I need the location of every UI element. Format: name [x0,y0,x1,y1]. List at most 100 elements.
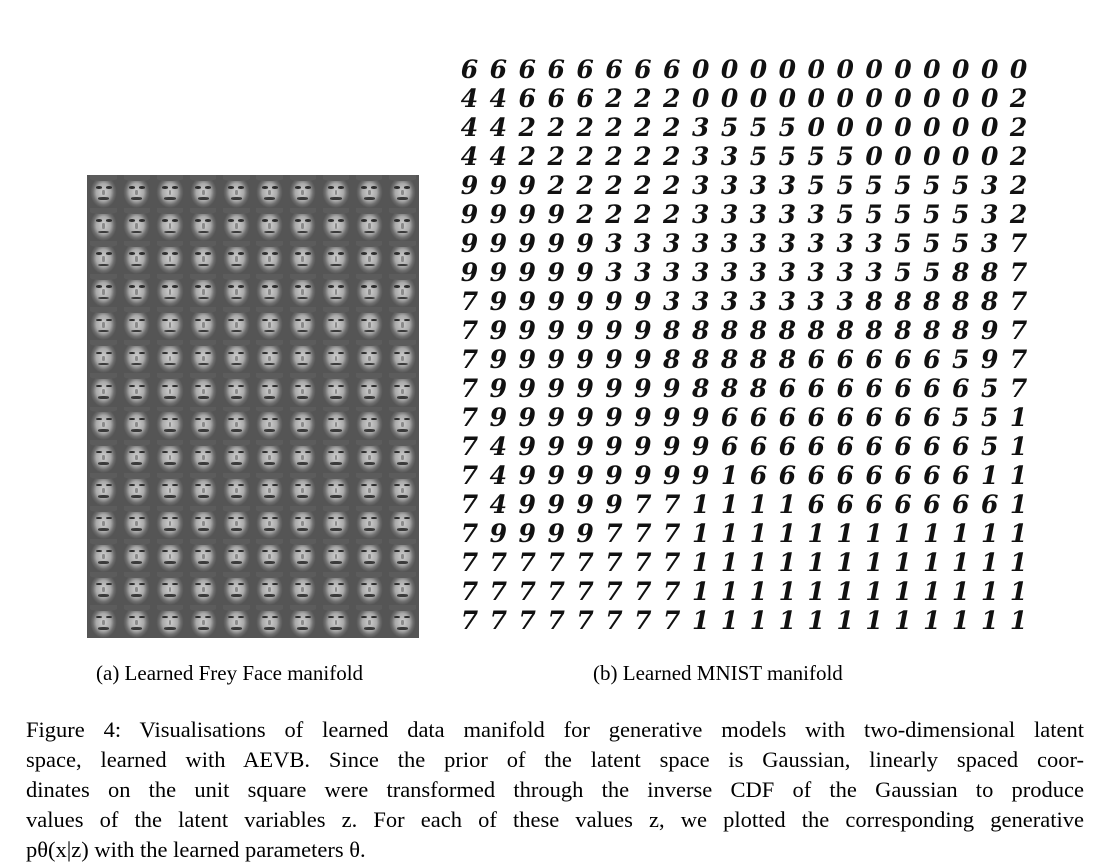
generated-digit: 7 [518,548,536,577]
generated-digit: 1 [1009,403,1028,432]
generated-digit: 1 [1009,577,1028,606]
generated-digit: 0 [980,113,999,142]
face-thumbnail [87,538,121,572]
generated-digit: 3 [980,171,999,200]
generated-digit: 2 [605,142,623,171]
generated-digit: 9 [605,345,623,374]
generated-digit: 8 [749,345,768,374]
generated-digit: 0 [836,84,854,113]
generated-digit: 5 [836,142,854,171]
face-thumbnail [385,439,419,473]
face-thumbnail [120,340,154,374]
face-thumbnail [253,604,287,638]
generated-digit: 5 [807,171,825,200]
face-thumbnail [186,274,220,308]
generated-digit: 6 [952,461,970,490]
face-thumbnail [153,472,187,506]
generated-digit: 8 [865,287,883,316]
generated-digit: 0 [807,55,825,84]
generated-digit: 3 [749,171,768,200]
face-thumbnail [120,571,154,605]
face-thumbnail [153,505,187,539]
face-thumbnail [319,373,353,407]
generated-digit: 7 [605,548,623,577]
generated-digit: 8 [749,374,768,403]
generated-digit: 6 [865,490,883,519]
generated-digit: 4 [489,432,508,461]
face-thumbnail [120,241,154,275]
generated-digit: 9 [634,432,652,461]
generated-digit: 9 [547,374,565,403]
generated-digit: 0 [894,113,912,142]
generated-digit: 9 [605,432,623,461]
generated-digit: 7 [1009,316,1028,345]
generated-digit: 7 [576,577,594,606]
generated-digit: 0 [720,55,739,84]
generated-digit: 9 [634,287,652,316]
face-thumbnail [87,571,121,605]
generated-digit: 1 [691,490,710,519]
face-thumbnail [253,538,287,572]
generated-digit: 4 [489,490,508,519]
generated-digit: 0 [691,84,710,113]
face-thumbnail [385,472,419,506]
face-thumbnail [352,538,386,572]
generated-digit: 4 [460,142,479,171]
generated-digit: 4 [489,142,508,171]
generated-digit: 9 [605,403,623,432]
generated-digit: 2 [1009,171,1028,200]
face-thumbnail [219,241,253,275]
generated-digit: 6 [865,345,883,374]
generated-digit: 6 [576,84,594,113]
face-thumbnail [120,505,154,539]
face-thumbnail [385,406,419,440]
face-thumbnail [87,373,121,407]
figure-caption: Figure 4: Visualisations of learned data… [26,715,1084,865]
generated-digit: 7 [663,490,681,519]
generated-digit: 8 [720,316,739,345]
generated-digit: 5 [923,200,941,229]
generated-digit: 6 [518,84,536,113]
face-thumbnail [87,472,121,506]
generated-digit: 7 [460,548,479,577]
generated-digit: 0 [952,113,970,142]
face-thumbnail [186,472,220,506]
generated-digit: 8 [952,316,970,345]
face-thumbnail [319,571,353,605]
caption-line: values of the latent variables z. For ea… [26,807,1084,832]
generated-digit: 0 [807,84,825,113]
generated-digit: 8 [778,316,797,345]
generated-digit: 3 [778,171,797,200]
generated-digit: 5 [980,403,999,432]
face-thumbnail [186,175,220,209]
generated-digit: 3 [807,229,825,258]
face-thumbnail [319,241,353,275]
generated-digit: 3 [720,142,739,171]
generated-digit: 9 [489,403,508,432]
face-thumbnail [219,505,253,539]
face-thumbnail [352,439,386,473]
generated-digit: 5 [778,113,797,142]
face-thumbnail [319,340,353,374]
face-thumbnail [87,406,121,440]
face-thumbnail [352,505,386,539]
face-thumbnail [253,274,287,308]
generated-digit: 2 [663,142,681,171]
generated-digit: 1 [865,577,883,606]
generated-digit: 7 [460,432,479,461]
generated-digit: 1 [807,577,825,606]
generated-digit: 7 [460,490,479,519]
generated-digit: 7 [634,490,652,519]
generated-digit: 0 [923,55,941,84]
generated-digit: 8 [691,374,710,403]
generated-digit: 2 [663,200,681,229]
generated-digit: 9 [518,490,536,519]
generated-digit: 9 [634,461,652,490]
subfigure-a-caption: (a) Learned Frey Face manifold [96,661,364,685]
generated-digit: 7 [605,577,623,606]
generated-digit: 7 [1009,287,1028,316]
generated-digit: 9 [518,258,536,287]
generated-digit: 3 [778,287,797,316]
generated-digit: 7 [547,577,565,606]
generated-digit: 6 [778,432,797,461]
